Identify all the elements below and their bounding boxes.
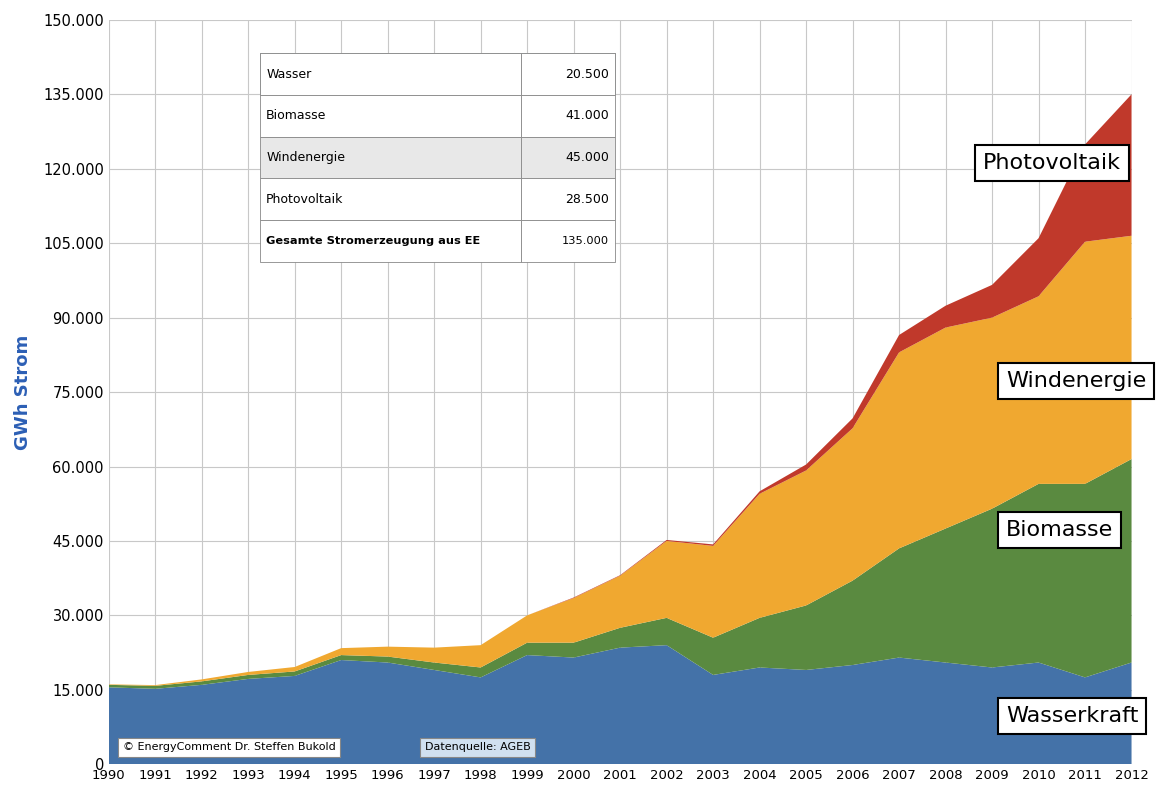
- Text: Wasser: Wasser: [266, 68, 311, 80]
- Text: Datenquelle: AGEB: Datenquelle: AGEB: [425, 743, 531, 752]
- Text: Windenergie: Windenergie: [266, 151, 345, 164]
- Text: Photovoltaik: Photovoltaik: [983, 153, 1121, 173]
- Bar: [261, 53, 521, 95]
- Text: Windenergie: Windenergie: [1006, 371, 1146, 391]
- Bar: [261, 53, 521, 95]
- Bar: [521, 95, 615, 137]
- Y-axis label: GWh Strom: GWh Strom: [14, 334, 32, 450]
- Text: Biomasse: Biomasse: [1006, 520, 1113, 540]
- Text: Photovoltaik: Photovoltaik: [266, 193, 344, 206]
- Text: Wasserkraft: Wasserkraft: [1006, 706, 1139, 726]
- Bar: [521, 220, 615, 262]
- Bar: [521, 53, 615, 95]
- Text: 41.000: 41.000: [565, 109, 609, 123]
- Text: 28.500: 28.500: [565, 193, 609, 206]
- Bar: [521, 137, 615, 178]
- Text: 20.500: 20.500: [565, 68, 609, 80]
- Bar: [261, 95, 521, 137]
- Text: © EnergyComment Dr. Steffen Bukold: © EnergyComment Dr. Steffen Bukold: [123, 743, 336, 752]
- Bar: [261, 137, 521, 178]
- Text: 135.000: 135.000: [561, 236, 609, 246]
- Bar: [521, 53, 615, 95]
- Text: 45.000: 45.000: [565, 151, 609, 164]
- Bar: [261, 178, 521, 220]
- Text: Strom  GWh: Strom GWh: [344, 67, 438, 81]
- Bar: [261, 220, 521, 262]
- Text: Gesamte Stromerzeugung aus EE: Gesamte Stromerzeugung aus EE: [266, 236, 480, 246]
- Bar: [521, 178, 615, 220]
- Text: Biomasse: Biomasse: [266, 109, 326, 123]
- Text: 2012: 2012: [548, 67, 587, 81]
